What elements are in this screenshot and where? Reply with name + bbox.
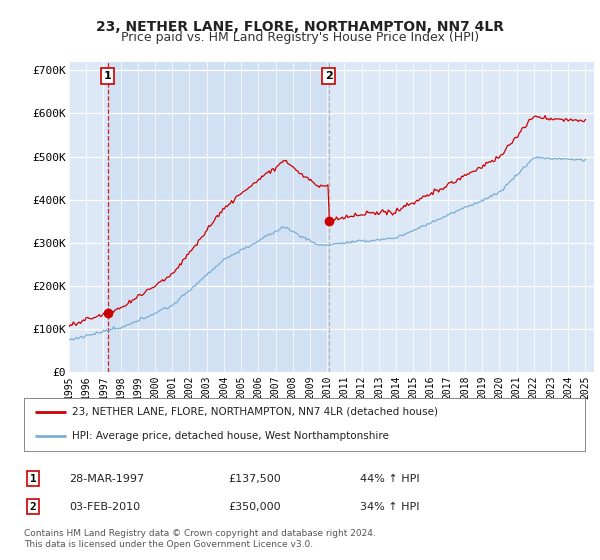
Text: 03-FEB-2010: 03-FEB-2010 <box>69 502 140 512</box>
Text: £137,500: £137,500 <box>228 474 281 484</box>
Text: 28-MAR-1997: 28-MAR-1997 <box>69 474 144 484</box>
Text: 23, NETHER LANE, FLORE, NORTHAMPTON, NN7 4LR: 23, NETHER LANE, FLORE, NORTHAMPTON, NN7… <box>96 20 504 34</box>
Bar <box>107 62 329 372</box>
Text: 1: 1 <box>104 71 112 81</box>
Text: 1: 1 <box>29 474 37 484</box>
Text: 44% ↑ HPI: 44% ↑ HPI <box>360 474 419 484</box>
Text: HPI: Average price, detached house, West Northamptonshire: HPI: Average price, detached house, West… <box>71 431 389 441</box>
Text: 23, NETHER LANE, FLORE, NORTHAMPTON, NN7 4LR (detached house): 23, NETHER LANE, FLORE, NORTHAMPTON, NN7… <box>71 407 437 417</box>
Text: Price paid vs. HM Land Registry's House Price Index (HPI): Price paid vs. HM Land Registry's House … <box>121 31 479 44</box>
Text: 2: 2 <box>29 502 37 512</box>
Text: £350,000: £350,000 <box>228 502 281 512</box>
Text: 2: 2 <box>325 71 332 81</box>
Text: 34% ↑ HPI: 34% ↑ HPI <box>360 502 419 512</box>
Text: Contains HM Land Registry data © Crown copyright and database right 2024.
This d: Contains HM Land Registry data © Crown c… <box>24 529 376 549</box>
